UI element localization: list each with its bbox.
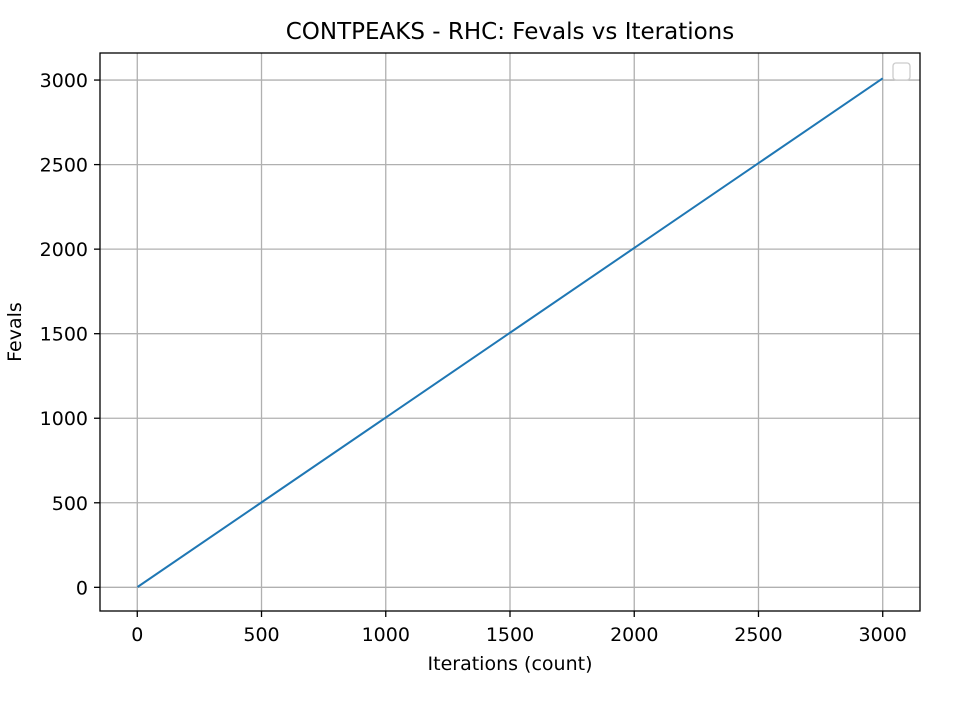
- x-tick-label: 0: [131, 624, 143, 646]
- x-tick-label: 500: [243, 624, 279, 646]
- x-tick-label: 1000: [362, 624, 410, 646]
- x-tick-label: 3000: [859, 624, 907, 646]
- axis-ticks: 0 500 1000 1500 2000 2500 3000 0 500 1000 1500 2000…: [40, 70, 907, 646]
- y-tick-label: 1000: [40, 408, 88, 430]
- x-axis-label: Iterations (count): [428, 653, 593, 675]
- y-tick-label: 1500: [40, 324, 88, 346]
- plot-series: [136, 77, 884, 588]
- grid-lines: [100, 53, 920, 611]
- x-tick-label: 2500: [734, 624, 782, 646]
- chart-title: CONTPEAKS - RHC: Fevals vs Iterations: [286, 19, 735, 45]
- x-tick-label: 2000: [610, 624, 658, 646]
- y-tick-label: 2000: [40, 239, 88, 261]
- legend: [892, 62, 911, 81]
- y-tick-label: 3000: [40, 70, 88, 92]
- series-line: [136, 77, 884, 588]
- y-tick-label: 2500: [40, 155, 88, 177]
- y-axis-label: Fevals: [4, 302, 26, 362]
- x-tick-label: 1500: [486, 624, 534, 646]
- y-tick-label: 0: [76, 577, 88, 599]
- y-tick-label: 500: [52, 493, 88, 515]
